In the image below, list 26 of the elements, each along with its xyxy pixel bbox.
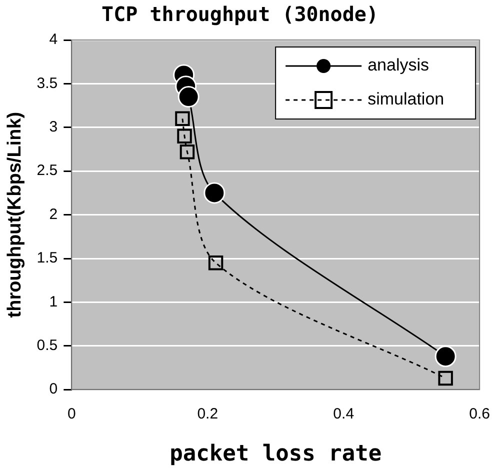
y-tick-label: 2 (49, 206, 58, 223)
y-tick-label: 0.5 (36, 337, 58, 354)
point (208, 256, 224, 270)
y-tick-label: 3.5 (36, 74, 58, 92)
y-tick-label: 4 (49, 31, 58, 48)
y-tick-label: 2.5 (36, 162, 58, 180)
x-tick-label: 0.4 (333, 406, 354, 423)
point (178, 86, 200, 108)
y-tick-label: 1 (49, 293, 58, 310)
y-tick-label: 0 (49, 380, 58, 398)
x-tick-label: 0 (67, 406, 76, 423)
y-axis-title: throughput(Kbps/Link) (4, 112, 26, 318)
y-tick-label: 3 (49, 118, 58, 136)
x-tick-label: 0.6 (469, 406, 490, 423)
point (175, 111, 190, 126)
x-tick-label: 0.2 (197, 406, 218, 423)
y-tick-label: 1.5 (36, 250, 58, 267)
point (177, 128, 192, 144)
point (180, 144, 195, 160)
legend-label: simulation (368, 90, 444, 109)
legend-label: analysis (368, 56, 429, 75)
point (434, 346, 456, 368)
x-axis-title: packet loss rate (170, 442, 382, 467)
point (204, 182, 226, 204)
chart-title: TCP throughput (30node) (102, 2, 378, 26)
point (438, 370, 453, 386)
